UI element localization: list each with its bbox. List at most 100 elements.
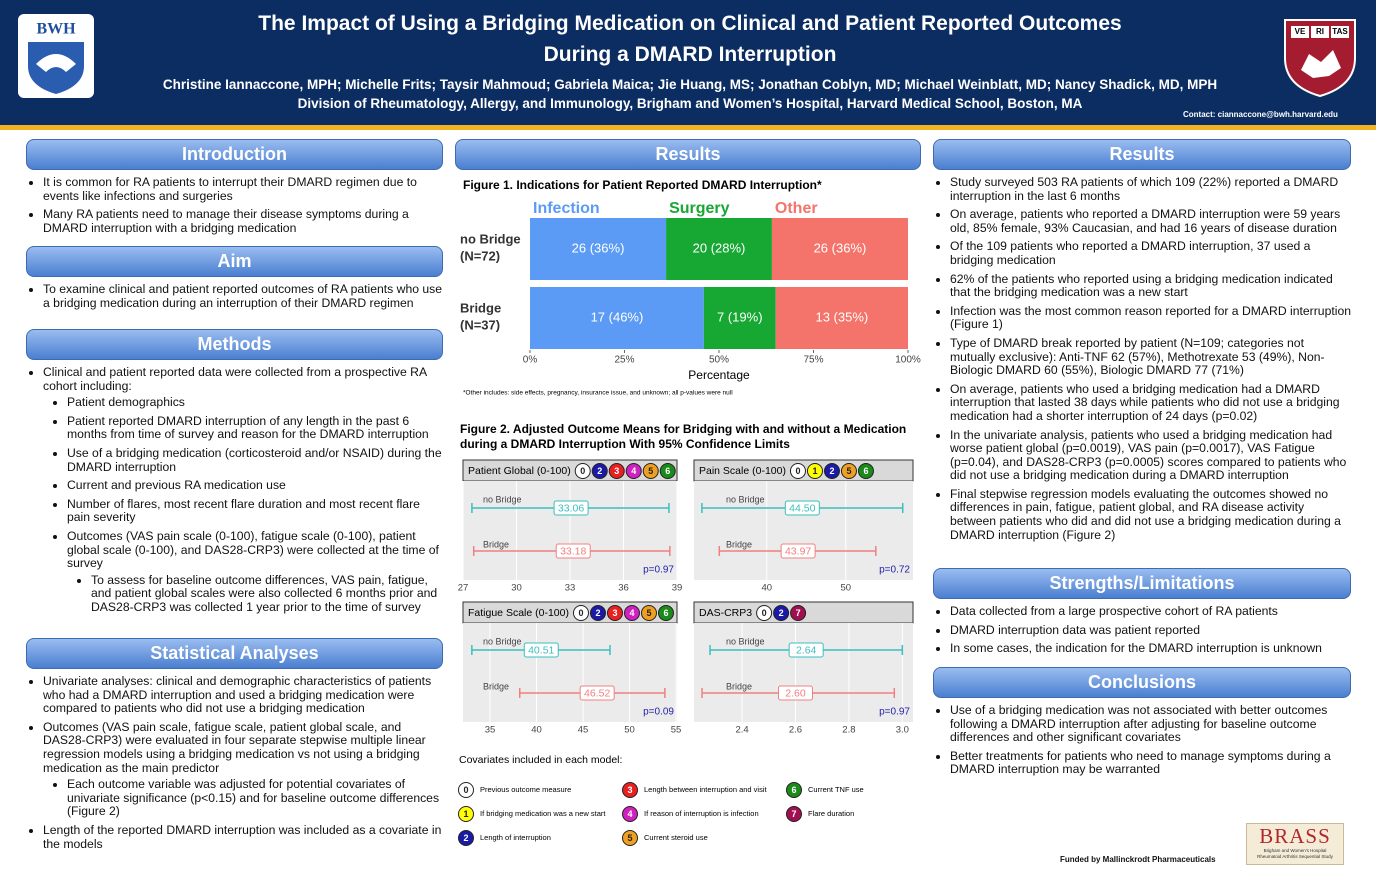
shield xyxy=(1284,19,1356,98)
badge-number: 4 xyxy=(627,809,632,819)
covariate-label: Length between interruption and visit xyxy=(644,785,767,794)
covariate-badge xyxy=(786,806,802,822)
bullet-list: Data collected from a large prospective … xyxy=(933,604,1351,656)
covariate-badge xyxy=(591,463,608,479)
bullet-item: Length of the reported DMARD interruptio… xyxy=(43,823,443,851)
bullet-item: Patient demographics xyxy=(67,395,443,410)
badge-number: 5 xyxy=(846,466,851,476)
group-label: Bridge xyxy=(726,681,752,691)
covariate-label: If bridging medication was a new start xyxy=(480,809,606,818)
bullet-item: In some cases, the indication for the DM… xyxy=(950,641,1351,656)
affiliation: Division of Rheumatology, Allergy, and I… xyxy=(297,96,1083,111)
badge-number: 3 xyxy=(627,785,632,795)
covariate-badge xyxy=(458,806,474,822)
bullet-text: Many RA patients need to manage their di… xyxy=(43,207,409,235)
covariate-label: Length of interruption xyxy=(480,833,551,842)
bullet-item: Clinical and patient reported data were … xyxy=(43,365,443,615)
authors: Christine Iannaccone, MPH; Michelle Frit… xyxy=(162,77,1218,92)
value-label: 20 (28%) xyxy=(693,240,746,255)
panel-title: Pain Scale (0-100) xyxy=(699,465,786,477)
bullet-list: Use of a bridging medication was not ass… xyxy=(933,703,1351,777)
bullet-item: Use of a bridging medication (corticoste… xyxy=(67,445,443,474)
bullet-item: Final stepwise regression models evaluat… xyxy=(950,486,1351,542)
estimate-box xyxy=(784,500,820,516)
bullet-item: Outcomes (VAS pain scale (0-100), fatigu… xyxy=(67,529,443,615)
badge-number: 4 xyxy=(629,608,634,618)
bullet-text: Clinical and patient reported data were … xyxy=(43,365,427,393)
bullet-item: Study surveyed 503 RA patients of which … xyxy=(950,175,1351,203)
estimate-label: 43.97 xyxy=(785,545,811,557)
bullet-text: 62% of the patients who reported using a… xyxy=(950,271,1333,300)
bullet-list: Study surveyed 503 RA patients of which … xyxy=(933,175,1351,542)
value-label: 17 (46%) xyxy=(591,309,644,324)
section-heading: Results xyxy=(933,139,1351,170)
x-tick-label: 45 xyxy=(578,725,589,736)
estimate-box xyxy=(788,642,824,658)
badge-number: 0 xyxy=(578,608,583,618)
bar-segment xyxy=(530,287,704,349)
x-tick-label: 100% xyxy=(895,355,921,366)
category-label: (N=72) xyxy=(460,248,500,263)
estimate-box xyxy=(780,543,816,559)
bullet-text: DMARD interruption data was patient repo… xyxy=(950,622,1200,637)
bullet-list: It is common for RA patients to interrup… xyxy=(26,175,443,235)
bullet-item: Outcomes (VAS pain scale, fatigue scale,… xyxy=(43,720,443,819)
bullet-list: To examine clinical and patient reported… xyxy=(26,282,443,310)
bullet-list: To assess for baseline outcome differenc… xyxy=(67,573,443,615)
x-tick-label: 2.6 xyxy=(789,725,802,736)
p-value: p=0.97 xyxy=(643,565,674,576)
legend-label: Other xyxy=(775,200,818,217)
section: Conclusions Use of a bridging medication … xyxy=(933,667,1351,782)
estimate-label: 40.51 xyxy=(528,644,554,656)
value-label: 26 (36%) xyxy=(814,240,867,255)
section: Aim To examine clinical and patient repor… xyxy=(26,246,443,315)
covariate-badge xyxy=(622,806,638,822)
covariate-badge xyxy=(659,463,676,479)
bullet-text: Of the 109 patients who reported a DMARD… xyxy=(950,239,1311,267)
estimate-label: 2.64 xyxy=(796,644,817,656)
covariate-badge xyxy=(606,605,623,621)
covariate-badge xyxy=(622,830,638,846)
bar-segment xyxy=(666,218,772,280)
badge-number: 6 xyxy=(663,608,668,618)
panel-title: DAS-CRP3 xyxy=(699,607,752,619)
section-heading: Methods xyxy=(26,329,443,360)
estimate-label: 44.50 xyxy=(789,502,815,514)
badge-number: 2 xyxy=(779,608,784,618)
bullet-item: 62% of the patients who reported using a… xyxy=(950,271,1351,300)
section-heading: Introduction xyxy=(26,139,443,170)
group-label: no Bridge xyxy=(726,494,765,504)
results-section: Results xyxy=(455,139,921,170)
bullet-text: Use of a bridging medication (corticoste… xyxy=(67,445,442,474)
x-tick-label: 50 xyxy=(624,725,635,736)
contact: Contact: ciannaccone@bwh.harvard.edu xyxy=(1183,110,1338,119)
badge-number: 6 xyxy=(791,785,796,795)
bullet-item: Better treatments for patients who need … xyxy=(950,749,1351,777)
logo-text: BWH xyxy=(36,21,76,38)
boar xyxy=(1301,50,1341,78)
covariate-label: Flare duration xyxy=(808,809,854,818)
badge-number: 0 xyxy=(463,785,468,795)
x-tick-label: 33 xyxy=(565,583,576,594)
covariate-label: Previous outcome measure xyxy=(480,785,571,794)
covariate-badge xyxy=(806,463,823,479)
group-label: no Bridge xyxy=(726,636,765,646)
covariate-badge xyxy=(840,463,857,479)
covariate-badge xyxy=(589,605,606,621)
badge-number: 1 xyxy=(812,466,817,476)
badge-number: 0 xyxy=(795,466,800,476)
covariate-badge xyxy=(642,463,659,479)
estimate-box xyxy=(553,500,589,516)
bullet-item: DMARD interruption data was patient repo… xyxy=(950,622,1351,638)
x-tick-label: 27 xyxy=(458,583,469,594)
badge-number: 0 xyxy=(762,608,767,618)
badge-number: 2 xyxy=(595,608,600,618)
covariate-badge xyxy=(625,463,642,479)
harvard-logo: VE RI TAS xyxy=(1284,19,1356,98)
section: Strengths/Limitations Data collected from… xyxy=(933,568,1351,661)
bullet-text: Final stepwise regression models evaluat… xyxy=(950,486,1341,542)
covariate-badge xyxy=(657,605,674,621)
plot-area xyxy=(694,623,913,722)
covariate-badge xyxy=(458,830,474,846)
p-value: p=0.72 xyxy=(879,565,910,576)
